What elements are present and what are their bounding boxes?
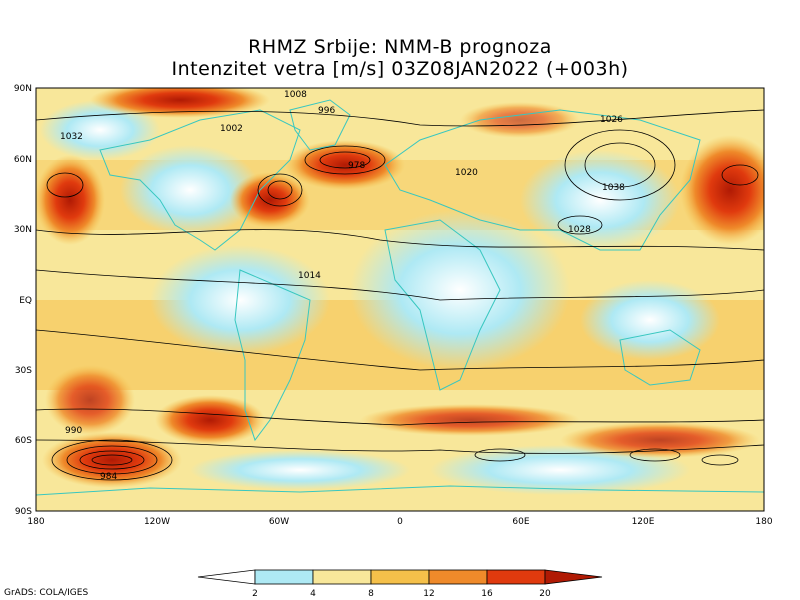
isobar-label: 978 [348, 161, 365, 171]
colorbar-tick: 20 [539, 589, 551, 599]
lon-label: 120E [632, 517, 655, 527]
lat-label: 60S [15, 436, 32, 446]
isobar-label: 984 [100, 472, 117, 482]
map-title: RHMZ Srbije: NMM-B prognoza [248, 36, 552, 58]
isobar-labels: 1008 996 1002 1032 1026 1020 1014 978 10… [60, 90, 625, 482]
colorbar-segment [428, 569, 488, 585]
isobar-label: 1038 [602, 183, 625, 193]
lon-label: 0 [397, 517, 403, 527]
lat-label: 30S [15, 366, 32, 376]
colorbar-tick: 16 [481, 589, 493, 599]
lat-axis: 90N 60N 30N EQ 30S 60S 90S [14, 84, 32, 517]
isobar-label: 996 [318, 106, 335, 116]
isobar-label: 1028 [568, 225, 591, 235]
colorbar-segment [486, 569, 546, 585]
map-frame [35, 87, 765, 512]
isobar-label: 1032 [60, 132, 83, 142]
lon-label: 120W [144, 517, 170, 527]
map-subtitle: Intenzitet vetra [m/s] 03Z08JAN2022 (+00… [171, 58, 629, 80]
colorbar-tick: 12 [423, 589, 434, 599]
lon-label: 60W [269, 517, 289, 527]
isobar-label: 1014 [298, 271, 321, 281]
colorbar-tick: 8 [368, 589, 374, 599]
lat-label: 90S [15, 507, 32, 517]
lon-label: 180 [755, 517, 772, 527]
isobar-label: 1020 [455, 168, 478, 178]
lat-label: 90N [14, 84, 32, 94]
isobar-label: 1026 [600, 115, 623, 125]
lat-label: 30N [14, 225, 32, 235]
isobar-label: 1008 [284, 90, 307, 100]
lat-label: EQ [19, 296, 32, 306]
lat-label: 60N [14, 155, 32, 165]
lon-label: 180 [27, 517, 44, 527]
colorbar-tick: 4 [310, 589, 316, 599]
isobars [36, 109, 764, 481]
colorbar-segment [254, 569, 314, 585]
credit-text: GrADS: COLA/IGES [4, 588, 89, 598]
colorbar-segment [544, 569, 603, 585]
wind-field [36, 88, 764, 511]
lon-label: 60E [512, 517, 529, 527]
colorbar-segment [312, 569, 372, 585]
isobar-label: 990 [65, 426, 82, 436]
isobar-label: 1002 [220, 124, 243, 134]
lon-axis: 180 120W 60W 0 60E 120E 180 [27, 517, 772, 527]
colorbar-tick: 2 [252, 589, 258, 599]
colorbar-segment [370, 569, 430, 585]
colorbar-segment [197, 569, 256, 585]
colorbar: 2 4 8 12 16 20 [197, 569, 603, 599]
